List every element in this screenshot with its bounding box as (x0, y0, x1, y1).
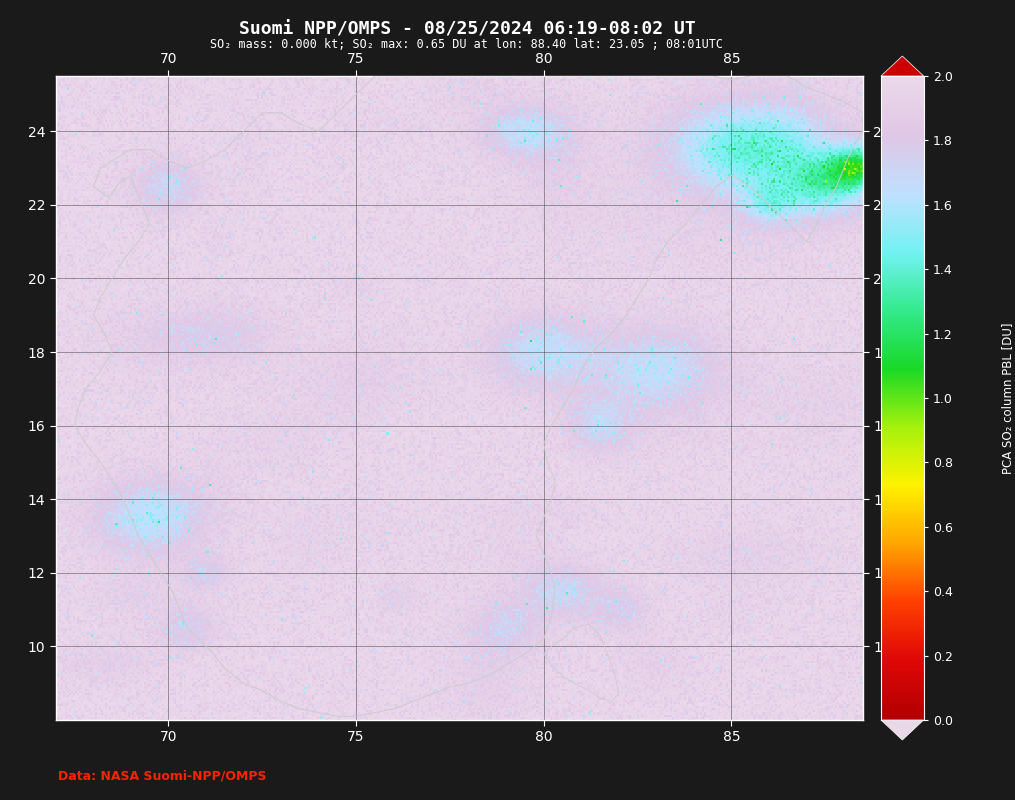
Y-axis label: PCA SO₂ column PBL [DU]: PCA SO₂ column PBL [DU] (1001, 322, 1014, 474)
Text: Data: NASA Suomi-NPP/OMPS: Data: NASA Suomi-NPP/OMPS (58, 770, 266, 782)
Text: Suomi NPP/OMPS - 08/25/2024 06:19-08:02 UT: Suomi NPP/OMPS - 08/25/2024 06:19-08:02 … (239, 20, 695, 38)
Text: SO₂ mass: 0.000 kt; SO₂ max: 0.65 DU at lon: 88.40 lat: 23.05 ; 08:01UTC: SO₂ mass: 0.000 kt; SO₂ max: 0.65 DU at … (210, 38, 724, 51)
